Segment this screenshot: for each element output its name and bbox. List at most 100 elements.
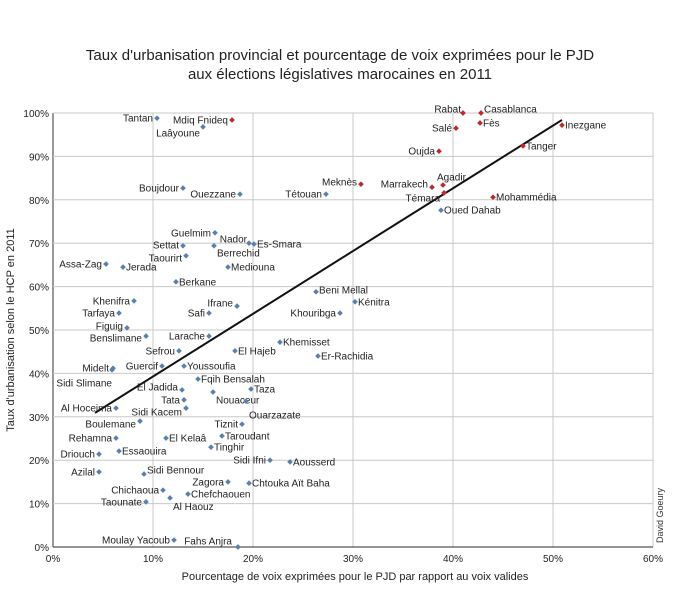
point-label: Laâyoune xyxy=(156,128,200,139)
point-label: Azilal xyxy=(71,467,95,478)
data-point xyxy=(120,264,126,270)
data-point xyxy=(200,124,206,130)
y-tick-label: 80% xyxy=(29,196,49,207)
data-point xyxy=(183,252,189,259)
point-label: Tinghir xyxy=(214,443,245,454)
data-point xyxy=(436,148,442,155)
point-label: Oujda xyxy=(408,147,435,158)
x-tick-label: 0% xyxy=(46,554,61,565)
point-label: Driouch xyxy=(61,450,95,461)
data-point xyxy=(185,491,191,497)
data-point xyxy=(441,190,447,196)
data-point xyxy=(243,398,249,405)
point-label: Sidi Ifni xyxy=(233,456,266,467)
x-tick-label: 30% xyxy=(343,554,363,565)
point-label: Berkane xyxy=(179,277,217,288)
point-label: Nouaceur xyxy=(216,396,260,407)
grid xyxy=(52,112,654,548)
y-tick-label: 0% xyxy=(35,543,50,554)
point-label: Er-Rachidia xyxy=(321,352,374,363)
data-point xyxy=(160,487,166,493)
y-tick-label: 10% xyxy=(29,500,49,511)
point-label: Taourirt xyxy=(149,253,183,264)
point-label: Boulemane xyxy=(85,420,136,431)
point-label: Taza xyxy=(254,385,276,396)
data-point xyxy=(116,448,122,454)
x-tick-label: 60% xyxy=(643,554,663,565)
data-point xyxy=(323,191,329,197)
data-point xyxy=(171,537,177,543)
x-tick-label: 10% xyxy=(143,554,163,565)
point-label: Safi xyxy=(188,309,205,320)
x-tick-label: 50% xyxy=(543,554,563,565)
data-point xyxy=(131,298,137,304)
data-point xyxy=(438,207,444,214)
data-point xyxy=(96,469,102,475)
data-point xyxy=(520,143,526,149)
y-tick-label: 50% xyxy=(29,326,49,337)
point-label: Boujdour xyxy=(139,184,180,195)
y-tick-label: 90% xyxy=(29,152,49,163)
point-label: Rabat xyxy=(434,105,461,116)
data-point xyxy=(234,303,240,309)
data-point xyxy=(180,242,186,249)
data-point xyxy=(246,240,252,247)
point-label: Berrechid xyxy=(217,248,260,259)
data-point xyxy=(229,117,235,123)
data-point xyxy=(477,120,483,126)
point-label: Guelmim xyxy=(171,228,211,239)
data-point xyxy=(219,433,225,439)
point-label: Marrakech xyxy=(381,180,428,191)
data-point xyxy=(232,348,238,354)
data-point xyxy=(212,229,218,236)
point-label: Tétouan xyxy=(285,190,322,201)
point-label: Tanger xyxy=(526,141,557,152)
point-label: Khenifra xyxy=(93,296,131,307)
point-label: Ouezzane xyxy=(190,190,236,201)
data-point xyxy=(208,444,214,451)
point-label: Benslimane xyxy=(90,334,143,345)
point-label: Oued Dahab xyxy=(444,206,501,217)
point-label: Al Hoceima xyxy=(61,404,113,415)
point-label: Mohammédia xyxy=(496,193,557,204)
credit: David Goeury xyxy=(655,487,665,543)
point-label: Meknès xyxy=(322,178,357,189)
data-point xyxy=(116,310,122,316)
point-label: Ifrane xyxy=(207,299,233,310)
data-point xyxy=(478,110,484,116)
point-label: Zagora xyxy=(192,477,224,488)
data-point xyxy=(109,367,115,373)
points: Tantan Mdiq Fnideq Laâyoune Boujdour Ouezzan… xyxy=(56,105,607,550)
point-label: Ouarzazate xyxy=(249,411,301,422)
data-point xyxy=(225,479,231,485)
data-point xyxy=(315,353,321,359)
y-tick-label: 60% xyxy=(29,283,49,294)
data-point xyxy=(173,278,179,285)
data-point xyxy=(352,298,358,305)
data-point xyxy=(96,451,102,457)
point-label: Sidi Bennour xyxy=(147,466,205,477)
point-label: Taounate xyxy=(101,497,143,508)
data-point xyxy=(124,325,130,331)
point-label: Sefrou xyxy=(146,346,175,357)
data-point xyxy=(179,387,185,393)
trendline xyxy=(94,119,563,414)
data-point xyxy=(176,348,182,354)
data-point xyxy=(181,363,187,369)
y-tick-label: 70% xyxy=(29,239,49,250)
data-point xyxy=(237,191,243,197)
data-point xyxy=(113,405,119,411)
x-tick-label: 40% xyxy=(443,554,463,565)
point-label: Khouribga xyxy=(290,309,336,320)
data-point xyxy=(337,310,343,316)
data-point xyxy=(141,471,147,477)
data-point xyxy=(248,386,254,392)
point-label: Salé xyxy=(432,124,452,135)
point-label: Taroudant xyxy=(225,431,270,442)
tick-labels: 0% 10% 20% 30% 40% 50% 60% 0% 10% 20% 30% 40% 50% 60%… xyxy=(23,109,663,565)
data-point xyxy=(159,363,165,369)
data-point xyxy=(251,241,257,247)
point-label: Mdiq Fnideq xyxy=(173,115,228,126)
